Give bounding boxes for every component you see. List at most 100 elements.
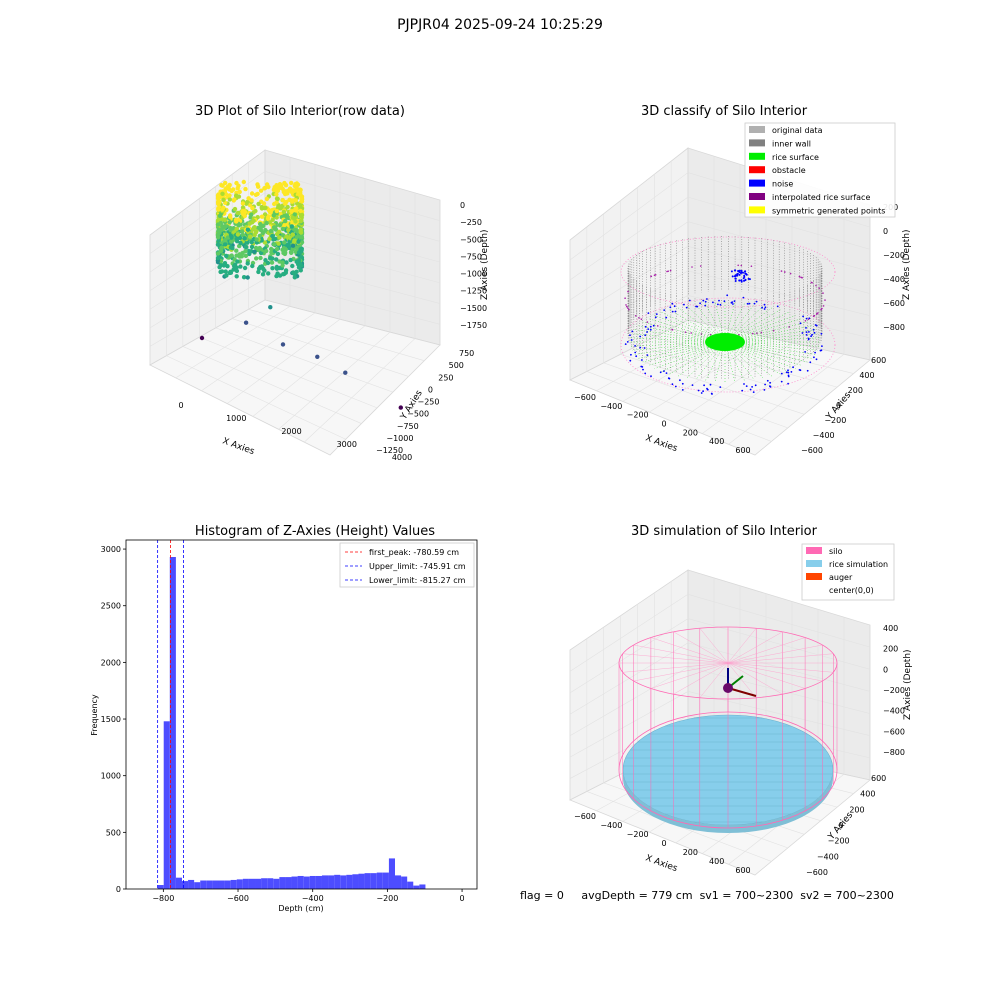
p2-noise-point xyxy=(754,384,757,387)
p2-noise-point xyxy=(697,389,700,392)
p1-cloud-point xyxy=(276,241,281,246)
p1-cloud-point xyxy=(221,263,227,268)
histogram-bar xyxy=(230,879,237,889)
p1-cloud-point xyxy=(223,242,228,247)
p1-outlier-point xyxy=(268,305,273,310)
p4-silo-roof-line xyxy=(727,628,757,664)
p1-cloud-point xyxy=(253,208,258,214)
p1-cloud-point xyxy=(294,245,299,250)
p1-outlier-point xyxy=(199,335,205,341)
p1-cloud-point xyxy=(252,249,257,254)
p1-cloud-point xyxy=(272,236,278,242)
p2-interpolated-point xyxy=(750,265,753,268)
p4-x-tick: 0 xyxy=(661,839,666,848)
p1-cloud-point xyxy=(274,208,280,214)
p4-silo-roof-line xyxy=(699,628,729,664)
p2-legend-swatch xyxy=(749,206,765,214)
histogram-bar xyxy=(328,875,335,889)
p1-cloud-point xyxy=(295,201,300,206)
status-sv1: sv1 = 700~2300 xyxy=(699,889,794,902)
p1-cloud-point xyxy=(227,182,232,188)
p2-interpolated-point xyxy=(624,297,626,300)
panel3-title: Histogram of Z-Axies (Height) Values xyxy=(194,524,436,539)
p1-cloud-point xyxy=(285,242,291,247)
p1-cloud-point xyxy=(267,236,272,242)
p4-silo-roof-line xyxy=(633,662,729,682)
histogram-bar xyxy=(382,872,389,889)
p1-cloud-point xyxy=(269,229,274,235)
p1-z-tick: −250 xyxy=(460,218,482,227)
p2-noise-point xyxy=(741,389,744,392)
p1-cloud-point xyxy=(235,232,241,237)
p1-cloud-point xyxy=(233,193,239,198)
p2-noise-point xyxy=(736,274,739,277)
p4-y-tick: −400 xyxy=(817,852,839,861)
p1-y-tick: 750 xyxy=(459,349,474,358)
p2-noise-point xyxy=(649,325,652,328)
p1-cloud-point xyxy=(283,218,288,224)
histogram-bar xyxy=(376,872,383,889)
p1-cloud-point xyxy=(282,240,287,245)
p1-cloud-point xyxy=(292,275,297,280)
p1-outlier-point xyxy=(243,320,249,325)
p2-interpolated-point xyxy=(798,275,801,278)
p4-silo-roof-line xyxy=(727,653,834,664)
histogram-y-ticks: 0 500 1000 1500 2000 2500 3000 xyxy=(101,545,126,894)
p2-rice-surface-ray xyxy=(695,303,726,343)
p2-noise-point xyxy=(734,280,737,282)
p2-noise-point xyxy=(733,269,736,272)
status-line: flag = 0 avgDepth = 779 cm sv1 = 700~230… xyxy=(520,889,894,902)
p1-cloud-point xyxy=(232,197,237,202)
p2-noise-point xyxy=(630,353,632,356)
histogram-bar xyxy=(413,885,420,889)
p1-cloud-point xyxy=(227,193,232,198)
p4-z-tick: 400 xyxy=(883,624,898,633)
p4-y-tick: −600 xyxy=(806,868,828,877)
p1-cloud-point xyxy=(229,253,234,258)
p1-cloud-point xyxy=(297,187,303,192)
p2-noise-point xyxy=(813,331,816,334)
p2-noise-point xyxy=(744,278,747,281)
p1-cloud-point xyxy=(231,187,236,192)
histogram-limit-lines xyxy=(157,540,184,889)
p4-silo-roof-line xyxy=(673,631,729,664)
p1-cloud-point xyxy=(298,230,304,235)
p2-noise-point xyxy=(764,383,766,386)
p1-cloud-point xyxy=(250,205,255,211)
p4-silo-roof-line xyxy=(727,662,757,698)
p2-rice-surface-core xyxy=(705,333,745,351)
p2-y-tick: −200 xyxy=(824,416,846,425)
histogram-y-tick-label: 3000 xyxy=(101,545,121,554)
histogram-y-tick-label: 2500 xyxy=(101,602,121,611)
p4-silo-roof-line xyxy=(727,662,783,695)
p2-noise-point xyxy=(805,334,808,336)
p4-legend-label: center(0,0) xyxy=(829,586,874,595)
p1-cloud-point xyxy=(292,212,297,217)
p2-noise-point xyxy=(769,381,771,384)
p4-silo-roof-line xyxy=(673,662,729,695)
p1-cloud-point xyxy=(258,188,264,193)
p1-cloud-point xyxy=(257,233,262,239)
p1-cloud-point xyxy=(224,273,229,278)
p2-interpolated-point xyxy=(756,332,758,335)
p2-silo-top-rim xyxy=(620,236,836,308)
p1-outlier-point xyxy=(343,370,348,375)
p2-noise-point xyxy=(702,299,705,302)
p2-noise-point xyxy=(732,303,734,305)
p2-legend-swatch xyxy=(749,179,765,187)
p1-z-tick: −500 xyxy=(460,235,482,244)
histogram-y-tick-label: 2000 xyxy=(101,658,121,667)
p2-noise-point xyxy=(691,384,694,386)
p2-interpolated-point xyxy=(788,326,790,328)
p1-cloud-point xyxy=(240,232,245,238)
p1-cloud-point xyxy=(222,238,228,243)
histogram-bar xyxy=(303,876,310,889)
p2-noise-point xyxy=(709,383,712,386)
p1-cloud-point xyxy=(252,225,257,230)
p2-legend-swatch xyxy=(749,193,765,200)
p2-noise-point xyxy=(808,331,810,333)
p2-noise-point xyxy=(663,370,665,372)
p2-noise-point xyxy=(631,330,634,333)
p2-noise-point xyxy=(644,372,647,375)
histogram-legend: first_peak: -780.59 cm Upper_limit: -745.… xyxy=(339,542,475,588)
